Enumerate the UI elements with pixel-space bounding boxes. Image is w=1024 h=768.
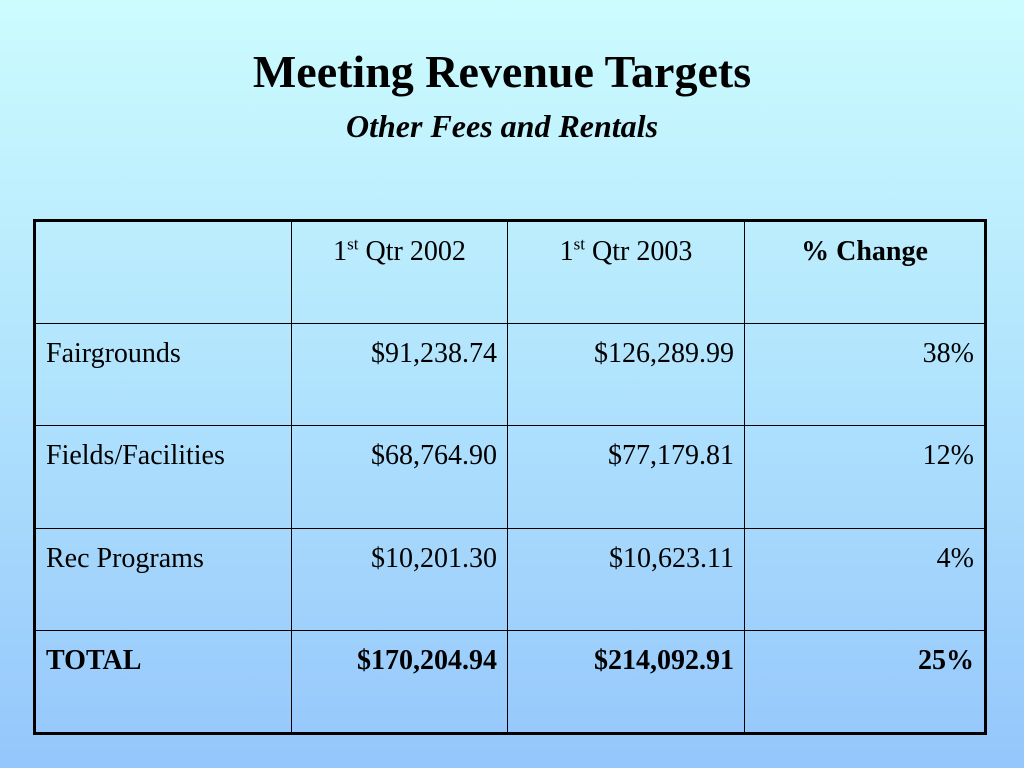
row-q2002: $10,201.30: [291, 527, 508, 632]
row-label: Fields/Facilities: [34, 425, 292, 529]
row-q2003: $77,179.81: [507, 425, 745, 529]
row-change: 4%: [744, 527, 986, 632]
header-q2003: 1st Qtr 2003: [507, 220, 745, 324]
slide-title: Meeting Revenue Targets: [252, 46, 752, 97]
table-header-row: 1st Qtr 2002 1st Qtr 2003 % Change: [34, 220, 986, 324]
revenue-table: 1st Qtr 2002 1st Qtr 2003 % Change Fairg…: [33, 219, 987, 735]
table-row: Fields/Facilities $68,764.90 $77,179.81 …: [34, 425, 986, 529]
header-empty-cell: [34, 220, 292, 324]
row-label: Rec Programs: [34, 527, 292, 632]
row-change: 12%: [744, 425, 986, 529]
row-q2003: $10,623.11: [507, 527, 745, 632]
total-label: TOTAL: [34, 630, 292, 734]
total-q2002: $170,204.94: [291, 630, 508, 734]
table-row: Fairgrounds $91,238.74 $126,289.99 38%: [34, 322, 986, 427]
slide-subtitle: Other Fees and Rentals: [345, 108, 659, 144]
row-q2002: $68,764.90: [291, 425, 508, 529]
row-label: Fairgrounds: [34, 322, 292, 427]
table-row: Rec Programs $10,201.30 $10,623.11 4%: [34, 527, 986, 632]
total-row: TOTAL $170,204.94 $214,092.91 25%: [34, 630, 986, 734]
total-change: 25%: [744, 630, 986, 734]
row-change: 38%: [744, 322, 986, 427]
row-q2003: $126,289.99: [507, 322, 745, 427]
total-q2003: $214,092.91: [507, 630, 745, 734]
header-q2002: 1st Qtr 2002: [291, 220, 508, 324]
row-q2002: $91,238.74: [291, 322, 508, 427]
header-percent-change: % Change: [744, 220, 986, 324]
